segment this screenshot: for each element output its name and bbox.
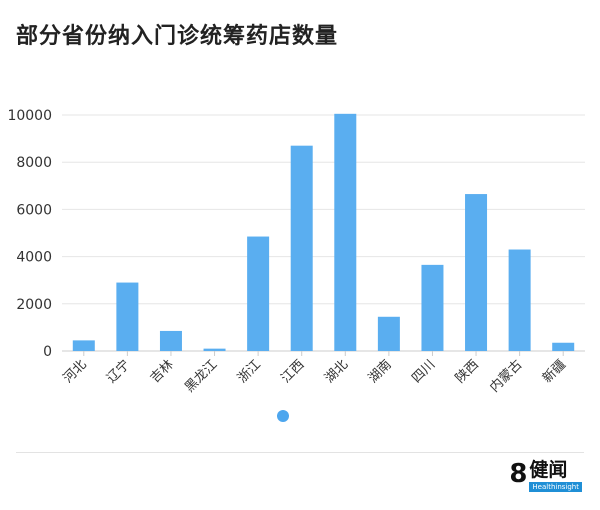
x-tick-label: 湖北 bbox=[322, 357, 351, 386]
x-tick-label: 湖南 bbox=[365, 357, 395, 387]
footer-divider bbox=[16, 452, 584, 453]
bar bbox=[203, 348, 226, 351]
y-tick-label: 8000 bbox=[16, 155, 52, 171]
x-tick-label: 河北 bbox=[61, 357, 90, 386]
x-tick-label: 吉林 bbox=[148, 357, 177, 386]
logo-name: 健闻 bbox=[529, 459, 568, 481]
x-tick-label: 四川 bbox=[409, 357, 438, 386]
bar-chart: 0 2000 4000 6000 8000 10000 河北 辽宁 吉林 黑龙江 浙江 江西 湖北 湖南四… bbox=[7, 108, 585, 422]
page-indicator-dot bbox=[277, 410, 289, 422]
y-tick-label: 6000 bbox=[16, 202, 52, 218]
bar bbox=[421, 264, 444, 351]
bar bbox=[334, 113, 357, 351]
x-tick-label: 黑龙江 bbox=[182, 357, 220, 395]
bar bbox=[377, 316, 400, 351]
x-tick-label: 陕西 bbox=[453, 357, 482, 386]
x-tick-label: 浙江 bbox=[235, 357, 264, 386]
bar bbox=[116, 282, 139, 351]
bar bbox=[247, 236, 270, 351]
bar bbox=[465, 194, 488, 351]
bar bbox=[290, 145, 313, 351]
logo-subtitle: Healthinsight bbox=[529, 482, 582, 492]
bar bbox=[72, 340, 95, 351]
bar bbox=[159, 330, 182, 351]
bar bbox=[552, 342, 575, 351]
y-tick-label: 0 bbox=[43, 344, 52, 360]
y-tick-label: 10000 bbox=[7, 108, 52, 124]
logo-digit: 8 bbox=[509, 459, 528, 489]
healthinsight-logo: 8 健闻 Healthinsight bbox=[509, 460, 582, 492]
x-tick-label: 江西 bbox=[279, 357, 308, 386]
y-tick-label: 4000 bbox=[16, 250, 52, 266]
x-tick-label: 内蒙古 bbox=[487, 357, 526, 396]
y-tick-label: 2000 bbox=[16, 297, 52, 313]
chart-title: 部分省份纳入门诊统筹药店数量 bbox=[16, 24, 339, 49]
x-tick-label: 新疆 bbox=[539, 357, 569, 387]
x-tick-label: 辽宁 bbox=[103, 357, 133, 387]
logo-text-group: 健闻 Healthinsight bbox=[529, 460, 582, 492]
bar bbox=[508, 249, 531, 351]
